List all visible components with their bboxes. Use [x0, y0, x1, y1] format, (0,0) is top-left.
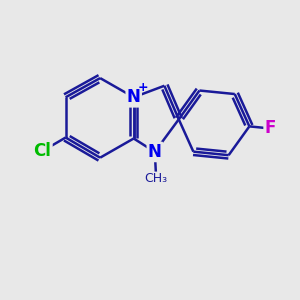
Text: CH₃: CH₃ — [145, 172, 168, 185]
Text: F: F — [265, 119, 276, 137]
Text: Cl: Cl — [34, 142, 51, 160]
Text: N: N — [148, 143, 162, 161]
Text: +: + — [138, 81, 148, 94]
Text: N: N — [127, 88, 141, 106]
